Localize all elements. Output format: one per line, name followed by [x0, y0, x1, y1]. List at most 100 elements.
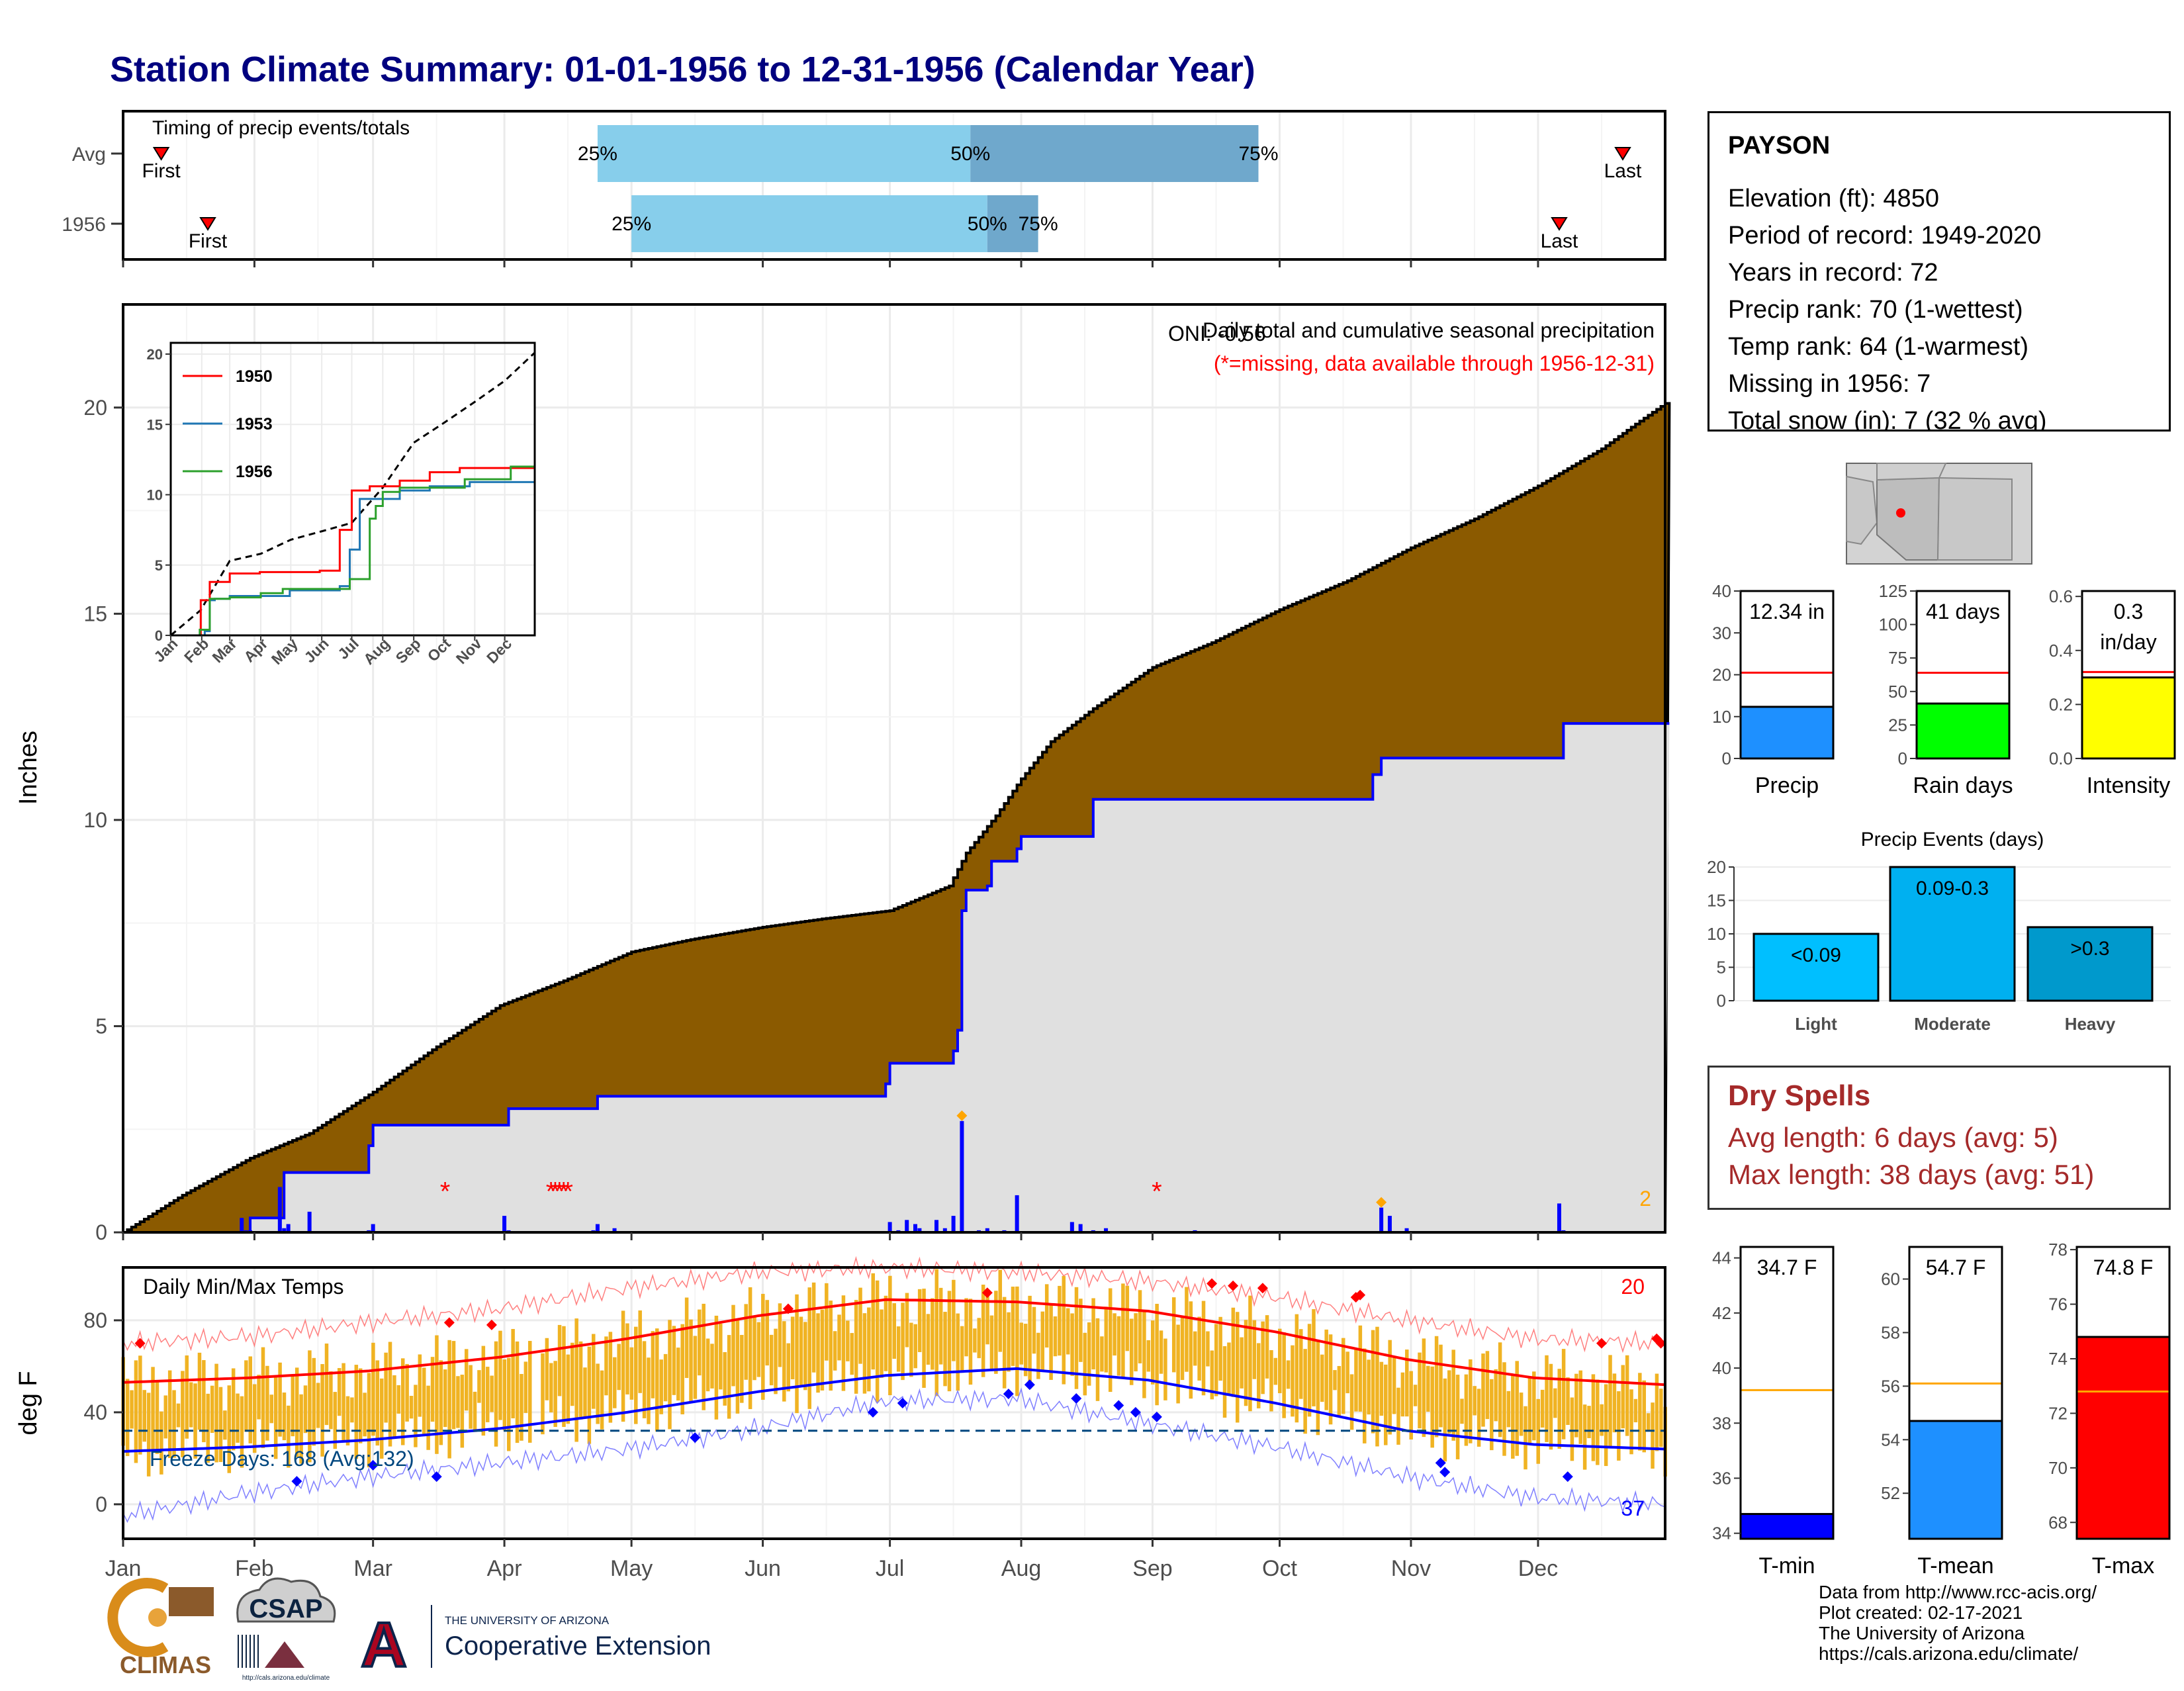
daily-temp-bar: [782, 1321, 786, 1402]
daily-temp-bar: [1095, 1318, 1100, 1401]
intensity-chart-value-label-2: in/day: [2100, 630, 2156, 654]
daily-temp-bar: [1418, 1352, 1422, 1429]
daily-temp-bar: [1587, 1406, 1591, 1438]
daily-precip-bar: [1069, 1222, 1074, 1232]
daily-temp-bar: [350, 1397, 354, 1423]
daily-temp-bar: [1011, 1287, 1015, 1366]
tmin-chart-bar: [1739, 1513, 1835, 1540]
daily-temp-bar: [829, 1301, 833, 1391]
daily-temp-bar: [1036, 1332, 1040, 1379]
daily-temp-bar: [155, 1381, 159, 1454]
station-line-3: Precip rank: 70 (1-wettest): [1728, 296, 2023, 324]
daily-temp-bar: [1473, 1386, 1477, 1416]
daily-temp-bar: [956, 1313, 960, 1391]
daily-temp-bar: [146, 1393, 151, 1477]
daily-temp-bar: [1477, 1389, 1481, 1447]
daily-precip-bar: [282, 1228, 287, 1232]
daily-temp-bar: [1261, 1321, 1265, 1394]
precip-y-tick-label: 5: [95, 1014, 107, 1038]
record-high-marker: [1655, 1338, 1666, 1349]
daily-temp-bar: [252, 1384, 257, 1453]
daily-temp-bar: [460, 1375, 465, 1448]
station-line-6: Total snow (in): 7 (32 % avg): [1728, 407, 2047, 432]
daily-temp-bar: [210, 1385, 214, 1433]
daily-temp-bar: [447, 1340, 451, 1459]
ua-logo-letter: A: [361, 1610, 406, 1680]
timing-last-marker: [1551, 217, 1568, 231]
daily-temp-bar: [557, 1324, 562, 1396]
daily-temp-bar: [1608, 1355, 1612, 1447]
record-high-marker: [486, 1319, 497, 1330]
daily-temp-bar: [1320, 1354, 1324, 1402]
daily-temp-bar: [244, 1360, 248, 1432]
daily-temp-bar: [655, 1328, 659, 1432]
daily-record-marker: [1376, 1197, 1387, 1208]
rain-days-chart-value-label: 41 days: [1926, 600, 2000, 623]
daily-temp-bar: [1591, 1374, 1596, 1461]
daily-temp-bar: [1519, 1393, 1524, 1436]
daily-temp-bar: [1252, 1320, 1257, 1379]
daily-temp-bar: [299, 1394, 303, 1464]
csap-logo-text: CSAP: [249, 1594, 322, 1623]
precip-events-chart: <0.09 Light 0.09-0.3 Moderate >0.3 Heavy 0 5 10 1…: [1707, 829, 2171, 1034]
daily-temp-bar: [596, 1363, 600, 1424]
tmean-chart-axis-label: T-mean: [1917, 1553, 1993, 1578]
station-line-2: Years in record: 72: [1728, 259, 1938, 287]
daily-temp-bar: [218, 1387, 223, 1463]
record-high-marker: [1596, 1338, 1607, 1349]
inset-average-line: [170, 351, 536, 637]
daily-temp-bar: [418, 1354, 422, 1417]
precip-total-chart-value-label: 12.34 in: [1749, 600, 1825, 623]
daily-temp-bar: [1553, 1388, 1557, 1418]
daily-temp-bar: [1617, 1391, 1621, 1461]
daily-precip-bar: [277, 1187, 282, 1232]
daily-temp-bar: [1214, 1324, 1218, 1396]
daily-temp-bar: [515, 1341, 520, 1443]
ua-logo-bottom-text: Cooperative Extension: [445, 1631, 711, 1661]
daily-temp-bar: [1596, 1379, 1600, 1465]
temp-y-axis-label: deg F: [15, 1371, 42, 1435]
timing-p75-label: 75%: [1019, 213, 1058, 235]
daily-temp-bar: [1337, 1365, 1342, 1417]
daily-temp-bar: [638, 1310, 642, 1393]
daily-temp-bar: [1002, 1297, 1007, 1389]
daily-temp-bar: [1582, 1404, 1587, 1470]
daily-temp-bar: [1134, 1313, 1138, 1372]
daily-temp-bar: [312, 1357, 316, 1446]
events-bar-label: <0.09: [1791, 944, 1841, 966]
daily-temp-bar: [922, 1289, 926, 1388]
precip-subtitle: Daily total and cumulative seasonal prec…: [1203, 318, 1655, 342]
daily-temp-bar: [901, 1303, 905, 1381]
daily-temp-bar: [1070, 1313, 1074, 1376]
daily-temp-bar: [1240, 1337, 1244, 1389]
daily-temp-bar: [1426, 1365, 1430, 1412]
daily-temp-bar: [973, 1328, 977, 1353]
daily-temp-bar: [1659, 1389, 1663, 1447]
daily-temp-bar: [752, 1315, 756, 1381]
daily-precip-bar: [1379, 1207, 1384, 1232]
daily-temp-bar: [1100, 1336, 1104, 1372]
timing-p50-label: 50%: [950, 143, 990, 165]
daily-precip-bar: [905, 1220, 909, 1232]
daily-temp-bar: [1409, 1371, 1413, 1440]
daily-temp-bar: [867, 1307, 871, 1392]
daily-temp-bar: [1557, 1369, 1561, 1449]
missing-day-marker: *: [555, 1177, 565, 1206]
daily-temp-bar: [1545, 1355, 1549, 1442]
daily-temp-bar: [1566, 1377, 1570, 1425]
daily-temp-bar: [1121, 1283, 1125, 1379]
daily-temp-bar: [592, 1334, 596, 1409]
precip-y-tick-label: 0: [95, 1220, 107, 1244]
tmean-chart-tick-label: 60: [1881, 1269, 1900, 1289]
daily-temp-bar: [583, 1367, 587, 1419]
map-state-new-mexico: [1936, 477, 2013, 561]
daily-temp-bar: [396, 1385, 401, 1414]
daily-temp-bar: [680, 1324, 684, 1414]
daily-temp-bar: [774, 1328, 778, 1394]
daily-temp-bar: [185, 1355, 189, 1439]
timing-last-label: Last: [1604, 160, 1642, 182]
daily-temp-bar: [1396, 1387, 1400, 1445]
daily-temp-bar: [1447, 1370, 1451, 1434]
climas-logo-text: CLIMAS: [120, 1651, 211, 1678]
timing-bar-early-Avg: [597, 125, 971, 182]
